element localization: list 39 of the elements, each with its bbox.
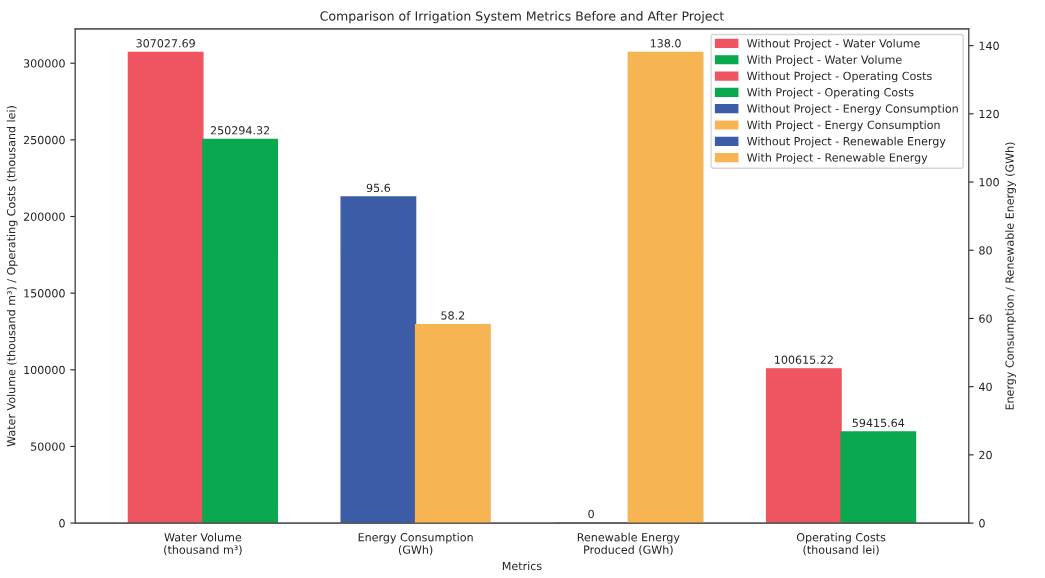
- chart-title: Comparison of Irrigation System Metrics Before and After Project: [320, 11, 724, 24]
- y2-tick-label: 80: [979, 246, 992, 255]
- y-tick-label: 50000: [31, 442, 65, 451]
- y-tick-label: 100000: [24, 365, 65, 375]
- x-tick-label: Renewable Energy Produced (GWh): [577, 532, 680, 556]
- data-label: 250294.32: [210, 126, 270, 135]
- y2-tick-label: 0: [979, 519, 985, 528]
- x-tick-label: Operating Costs (thousand lei): [796, 532, 886, 556]
- y2-tick-label: 60: [979, 314, 992, 323]
- data-label: 0: [588, 509, 594, 519]
- legend-label: Without Project - Operating Costs: [747, 71, 932, 83]
- data-label: 95.6: [366, 183, 391, 193]
- data-label: 138.0: [650, 39, 681, 48]
- x-axis-title: Metrics: [502, 561, 542, 571]
- data-label: 59415.64: [852, 418, 905, 428]
- y-tick-label: 200000: [23, 212, 65, 221]
- y2-tick-label: 120: [979, 109, 999, 119]
- y-tick-label: 0: [59, 519, 65, 528]
- y-tick-label: 300000: [23, 59, 65, 68]
- legend-label: Without Project - Water Volume: [747, 38, 920, 50]
- legend-label: Without Project - Renewable Energy: [747, 136, 946, 148]
- legend-label: With Project - Operating Costs: [747, 87, 914, 99]
- x-tick-label: Water Volume (thousand m³): [164, 532, 242, 556]
- y-axis-title: Water Volume (thousand m³) / Operating Costs (thousand lei): [6, 106, 18, 447]
- y2-tick-label: 40: [978, 382, 992, 392]
- legend-label: With Project - Energy Consumption: [747, 120, 940, 132]
- data-label: 58.2: [441, 311, 465, 320]
- y2-axis-title: Energy Consumption / Renewable Energy (GWh): [1005, 142, 1016, 410]
- x-tick-label: Energy Consumption (GWh): [358, 532, 473, 556]
- y2-tick-label: 140: [979, 41, 999, 50]
- legend-label: With Project - Renewable Energy: [747, 153, 928, 164]
- data-label: 307027.69: [136, 39, 195, 48]
- data-label: 100615.22: [775, 355, 833, 364]
- legend-label: With Project - Water Volume: [747, 55, 902, 66]
- legend-label: Without Project - Energy Consumption: [747, 104, 958, 115]
- y-tick-label: 250000: [23, 135, 65, 145]
- y-tick-label: 150000: [24, 289, 65, 298]
- y2-tick-label: 20: [979, 450, 992, 460]
- y2-tick-label: 100: [979, 178, 999, 187]
